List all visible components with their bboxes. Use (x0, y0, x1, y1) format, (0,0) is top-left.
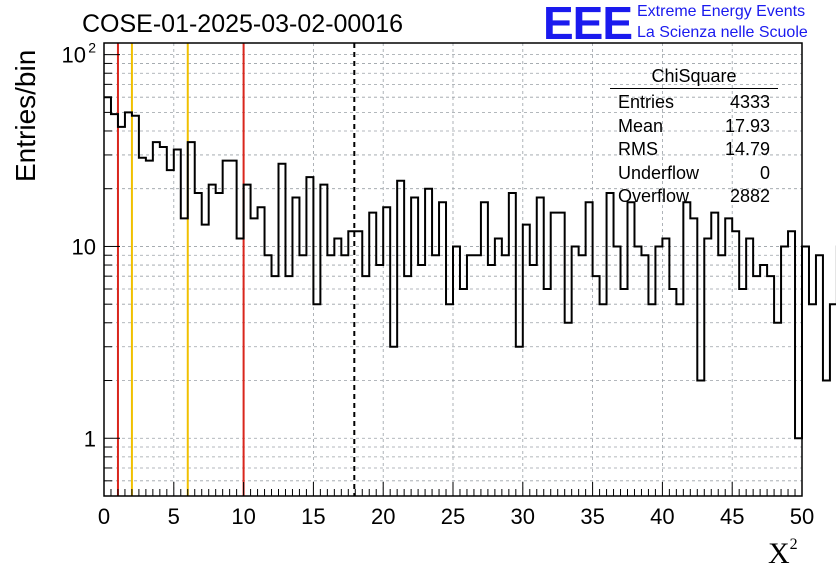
stat-label: Underflow (618, 162, 700, 183)
stat-row-mean: Mean 17.93 (610, 115, 778, 139)
x-tick-label: 50 (790, 504, 814, 529)
x-tick-label: 0 (98, 504, 110, 529)
axis-ticks (103, 54, 803, 497)
chart-title: COSE-01-2025-03-02-00016 (82, 10, 404, 38)
y-tick-label: 10 (62, 43, 86, 68)
stat-label: RMS (618, 139, 658, 159)
stat-value: 17.93 (724, 115, 770, 136)
x-axis-label-superscript: 2 (789, 536, 798, 553)
stats-title: ChiSquare (610, 66, 778, 89)
stat-value: 2882 (729, 186, 770, 206)
stat-label: Entries (618, 92, 675, 112)
stat-row-overflow: Overflow 2882 (610, 185, 778, 209)
stat-value: 4333 (729, 92, 770, 112)
x-tick-label: 40 (650, 504, 674, 529)
stat-row-entries: Entries 4333 (610, 91, 778, 115)
grid-lines (104, 43, 802, 497)
x-tick-label: 35 (580, 504, 604, 529)
x-tick-label: 45 (720, 504, 744, 529)
y-tick-label: 10 (72, 234, 96, 259)
x-axis-label: X2 (768, 536, 798, 571)
stat-row-underflow: Underflow 0 (610, 162, 778, 186)
y-tick-label: 1 (84, 426, 96, 451)
stat-label: Mean (618, 115, 664, 136)
logo-subtitle-line2: La Scienza nelle Scuole (637, 24, 808, 41)
statistics-box: ChiSquare Entries 4333 Mean 17.93 RMS 14… (610, 66, 778, 209)
y-axis-label-text: Entries/bin (10, 49, 41, 182)
stat-row-rms: RMS 14.79 (610, 138, 778, 162)
x-tick-label: 30 (511, 504, 535, 529)
marker-lines (116, 43, 356, 496)
stat-value: 14.79 (724, 139, 770, 159)
x-tick-label: 10 (231, 504, 255, 529)
logo-subtitle-line1: Extreme Energy Events (637, 3, 806, 20)
x-tick-label: 15 (301, 504, 325, 529)
y-tick-label-superscript: 2 (88, 40, 96, 56)
stat-label: Overflow (618, 186, 690, 206)
x-tick-label: 5 (168, 504, 180, 529)
stat-value: 0 (759, 162, 770, 183)
eee-logo: EEE (543, 0, 633, 49)
histogram-series (104, 96, 836, 440)
y-axis-label: Entries/bin (10, 50, 42, 182)
x-tick-label: 20 (371, 504, 395, 529)
x-tick-label: 25 (441, 504, 465, 529)
x-axis-label-text: X (768, 537, 790, 570)
